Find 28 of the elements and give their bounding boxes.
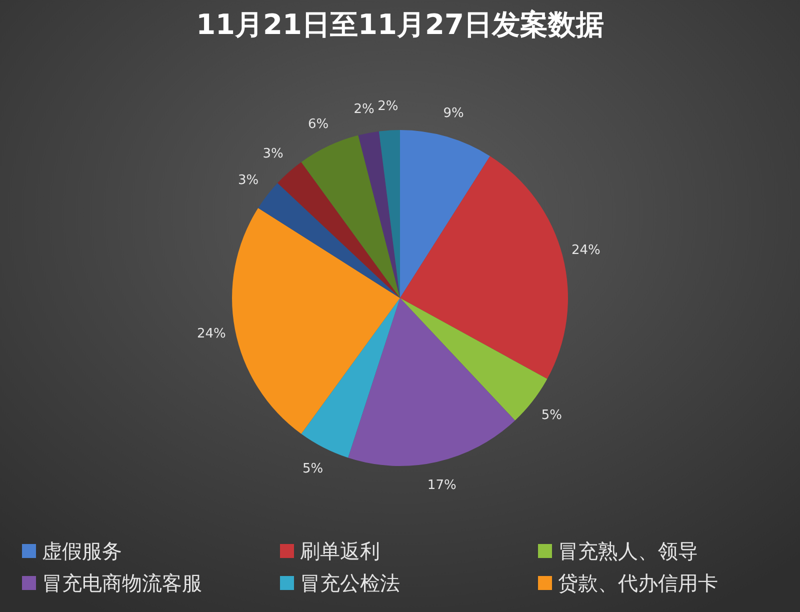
data-label: 9% bbox=[443, 106, 464, 122]
data-label: 17% bbox=[427, 478, 456, 493]
pie-slice bbox=[358, 131, 400, 298]
data-label: 3% bbox=[262, 146, 284, 162]
data-label: 5% bbox=[302, 462, 324, 477]
pie-slice bbox=[301, 135, 400, 298]
pie-slice bbox=[258, 182, 400, 298]
legend-label: 虚假服务 bbox=[42, 539, 122, 563]
pie-slice bbox=[278, 162, 400, 298]
legend-label: 冒充公检法 bbox=[300, 571, 400, 595]
data-label: 24% bbox=[572, 242, 600, 258]
data-label: 2% bbox=[378, 98, 398, 114]
data-label: 24% bbox=[196, 326, 226, 342]
data-label: 5% bbox=[541, 408, 562, 424]
pie-slice bbox=[400, 130, 490, 298]
pie-slice bbox=[400, 156, 568, 379]
chart-title: 11月21日至11月27日发案数据 bbox=[196, 8, 604, 41]
pie-slice bbox=[378, 130, 400, 298]
legend-label: 冒充电商物流客服 bbox=[42, 571, 202, 595]
data-label: 3% bbox=[238, 172, 259, 188]
pie-slice bbox=[348, 298, 516, 466]
data-label: 2% bbox=[354, 102, 374, 117]
legend-label: 冒充熟人、领导 bbox=[558, 539, 698, 563]
data-label: 6% bbox=[308, 116, 329, 132]
legend-label: 刷单返利 bbox=[300, 539, 380, 563]
pie-slice bbox=[232, 208, 400, 434]
legend-label: 贷款、代办信用卡 bbox=[558, 571, 718, 595]
pie-slice bbox=[301, 298, 400, 458]
